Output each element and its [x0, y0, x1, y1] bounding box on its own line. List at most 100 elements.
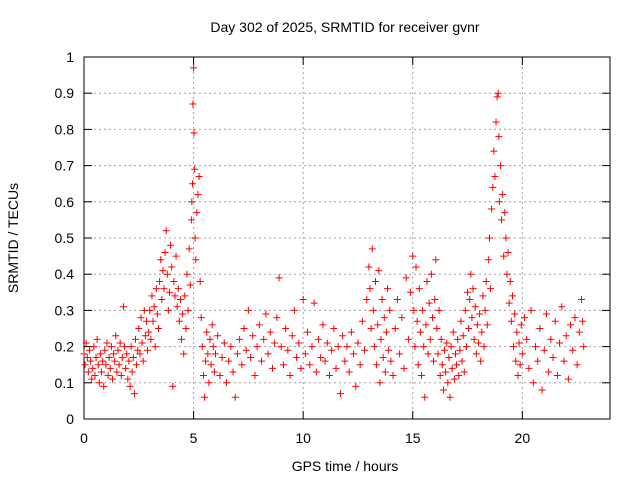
data-point: [443, 339, 451, 347]
data-point: [249, 332, 257, 340]
data-point: [119, 303, 127, 311]
data-point: [136, 350, 144, 358]
data-point: [201, 393, 209, 401]
data-point: [422, 321, 430, 329]
data-point: [369, 306, 377, 314]
data-point: [479, 292, 487, 300]
data-point: [464, 288, 472, 296]
data-point: [495, 133, 503, 141]
data-point: [374, 321, 382, 329]
data-point: [380, 314, 388, 322]
data-point: [188, 180, 196, 188]
data-point: [404, 335, 412, 343]
data-point: [455, 372, 463, 380]
data-point: [288, 332, 296, 340]
data-point: [293, 353, 301, 361]
data-point: [375, 267, 383, 275]
data-point: [492, 118, 500, 126]
data-point: [508, 292, 516, 300]
data-point: [511, 310, 519, 318]
data-point: [185, 245, 193, 253]
data-point: [156, 277, 164, 285]
data-point: [376, 379, 384, 387]
data-point: [160, 285, 168, 293]
data-point: [170, 277, 178, 285]
data-point: [105, 353, 113, 361]
data-point: [286, 372, 294, 380]
data-point: [164, 306, 172, 314]
data-point: [306, 361, 314, 369]
data-point: [469, 285, 477, 293]
y-tick-label: 0.5: [55, 230, 75, 246]
data-point: [95, 379, 103, 387]
data-point: [549, 353, 557, 361]
data-point: [391, 325, 399, 332]
data-point: [312, 368, 320, 376]
data-point: [204, 350, 212, 358]
data-points: [80, 64, 588, 401]
data-point: [415, 285, 423, 293]
data-point: [142, 317, 150, 325]
data-point: [220, 339, 228, 347]
data-point: [480, 343, 488, 351]
data-point: [558, 303, 566, 311]
data-point: [503, 270, 511, 278]
data-point: [277, 343, 285, 351]
data-point: [475, 339, 482, 347]
data-point: [152, 285, 160, 293]
data-point: [102, 361, 110, 369]
data-point: [325, 372, 333, 380]
data-point: [227, 343, 235, 351]
y-tick-label: 0.7: [55, 158, 75, 174]
data-point: [266, 328, 274, 336]
data-point: [490, 147, 498, 155]
data-point: [384, 285, 392, 293]
data-point: [434, 350, 442, 358]
data-point: [371, 277, 379, 285]
gridlines: [84, 57, 610, 419]
data-point: [191, 234, 199, 242]
data-point: [473, 321, 481, 329]
data-point: [373, 361, 381, 369]
data-point: [93, 335, 101, 343]
data-point: [107, 343, 115, 351]
data-point: [165, 288, 173, 296]
data-point: [378, 296, 386, 304]
data-point: [478, 328, 486, 336]
data-point: [500, 252, 508, 260]
data-point: [100, 382, 108, 390]
data-point: [547, 335, 555, 343]
data-point: [545, 368, 553, 376]
data-point: [188, 198, 196, 206]
data-point: [513, 328, 521, 336]
data-point: [459, 332, 467, 340]
data-point: [341, 357, 349, 365]
data-point: [498, 216, 506, 224]
data-point: [367, 325, 375, 332]
data-point: [504, 248, 512, 256]
data-point: [562, 332, 570, 340]
data-point: [512, 357, 520, 365]
data-point: [319, 321, 327, 329]
data-point: [336, 390, 344, 398]
data-point: [506, 277, 514, 285]
data-point: [505, 299, 513, 307]
data-point: [128, 368, 136, 376]
data-point: [148, 292, 156, 300]
data-point: [271, 339, 279, 347]
data-point: [163, 270, 171, 278]
data-point: [175, 317, 183, 325]
data-point: [94, 361, 102, 369]
data-point: [134, 346, 142, 354]
data-point: [398, 314, 406, 322]
data-point: [358, 317, 366, 325]
data-point: [517, 321, 525, 329]
data-point: [496, 162, 504, 170]
data-point: [132, 335, 140, 343]
data-point: [465, 325, 473, 332]
data-point: [556, 339, 564, 347]
data-point: [521, 314, 529, 322]
data-point: [315, 335, 323, 343]
data-point: [461, 306, 469, 314]
